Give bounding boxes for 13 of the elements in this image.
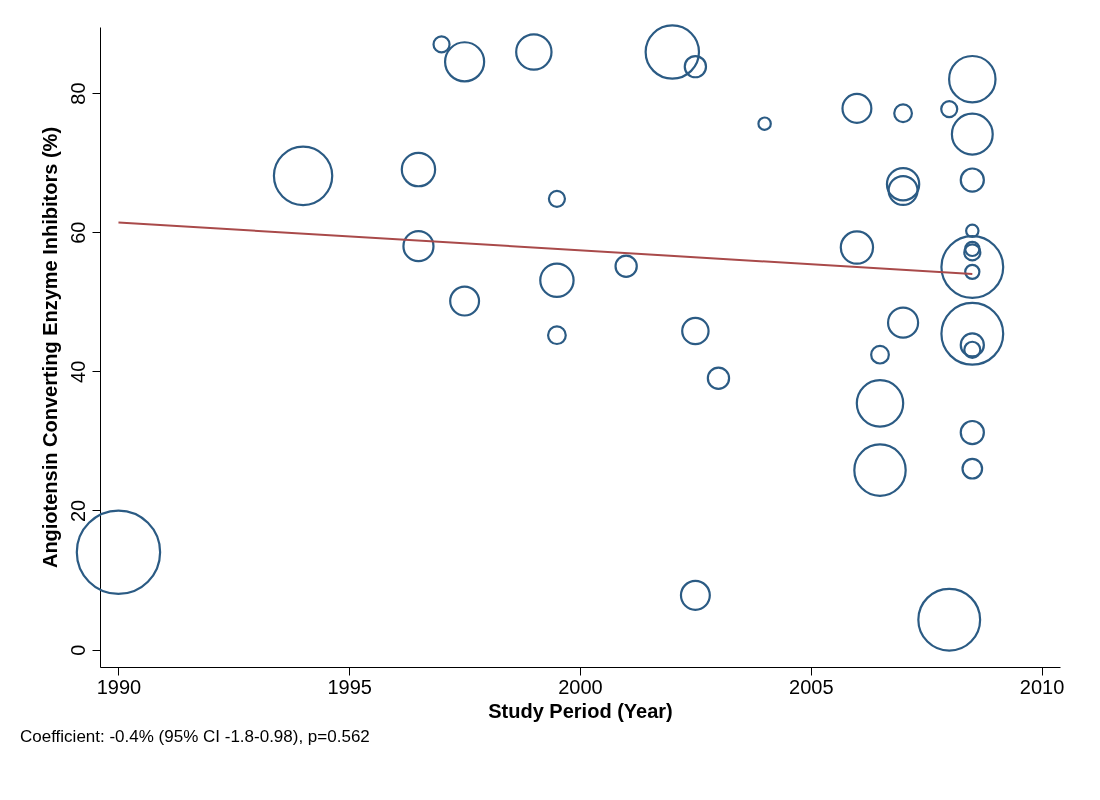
y-tick-label: 60 [66,221,89,244]
y-tick-label: 0 [66,644,89,656]
y-axis-title: Angiotensin Converting Enzyme Inhibitors (%) [38,126,61,569]
x-axis-title: Study Period (Year) [488,699,673,722]
y-tick-label: 40 [66,360,89,383]
text: Coefficient: -0.4% (95% CI -1.8-0.98), p=0.562 [20,727,370,746]
x-tick-label: 1995 [327,675,372,698]
x-tick-label: 2000 [558,675,603,698]
x-tick-label: 1990 [96,675,142,698]
x-tick-label: 2010 [1019,675,1065,698]
y-tick-label: 20 [66,499,89,523]
x-tick-label: 2005 [789,675,834,698]
y-tick-label: 80 [66,82,89,105]
